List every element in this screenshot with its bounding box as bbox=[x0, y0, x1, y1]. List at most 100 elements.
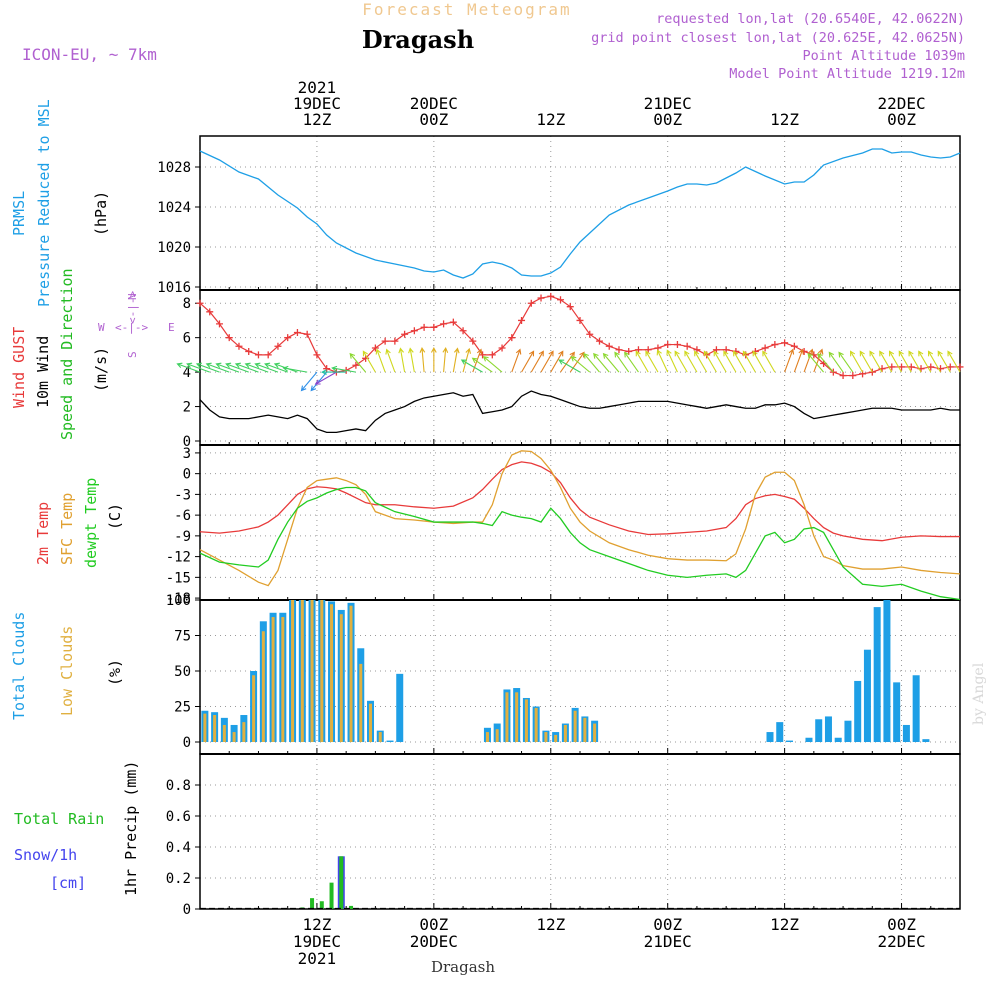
y-tick-label: -18 bbox=[166, 591, 191, 607]
model-point-altitude: Model Point Altitude 1219.12m bbox=[729, 66, 965, 82]
gust-marker bbox=[849, 372, 857, 380]
time-label: 21DEC bbox=[644, 932, 692, 951]
low-cloud-bar bbox=[320, 600, 324, 742]
y-tick-label: 1028 bbox=[157, 160, 191, 176]
pressure-panel: 1016 1020 1024 1028 bbox=[157, 135, 961, 296]
gust-marker bbox=[410, 327, 418, 335]
total-rain-label: Total Rain bbox=[14, 810, 104, 828]
clouds-unit-label: (%) bbox=[106, 659, 124, 686]
time-label: 2021 bbox=[298, 78, 337, 97]
wind-direction-arrow bbox=[742, 350, 756, 373]
wind-direction-arrow bbox=[540, 350, 554, 373]
wind-direction-arrow bbox=[937, 350, 951, 373]
gridpoint-coords: grid point closest lon,lat (20.625E, 42.… bbox=[591, 30, 965, 46]
gust-marker bbox=[927, 363, 935, 371]
time-label: 22DEC bbox=[877, 94, 925, 113]
compass-n: N bbox=[126, 293, 139, 300]
gust-marker bbox=[634, 346, 642, 354]
low-cloud-bar bbox=[544, 732, 548, 742]
precip-panel-labels: Total Rain Snow/1h [cm] 1hr Precip (mm) bbox=[14, 761, 140, 896]
wind-direction-arrow bbox=[752, 350, 766, 373]
wind-frame bbox=[199, 289, 961, 446]
wind-direction-arrow bbox=[784, 348, 795, 373]
low-cloud-bar bbox=[505, 692, 509, 742]
wind-direction-arrow bbox=[310, 371, 328, 392]
wind-direction-arrow bbox=[254, 362, 279, 373]
gust-marker bbox=[449, 318, 457, 326]
gust-marker bbox=[488, 351, 496, 359]
gust-marker bbox=[537, 294, 545, 302]
wind-direction-arrow bbox=[817, 352, 834, 373]
wind-direction-arrow bbox=[908, 350, 922, 373]
low-cloud-bar bbox=[330, 604, 334, 742]
gust-marker bbox=[868, 368, 876, 376]
compass-w: W bbox=[98, 321, 105, 334]
temp-dewpt-label: dewpt Temp bbox=[82, 478, 100, 568]
wind-direction-arrow bbox=[521, 350, 535, 373]
y-tick-label: 25 bbox=[174, 700, 191, 716]
wind-direction-arrow bbox=[375, 348, 386, 373]
rain-bar bbox=[349, 905, 354, 909]
y-tick-label: 0.8 bbox=[166, 778, 191, 794]
wind-direction-arrow bbox=[569, 351, 585, 373]
wind-direction-arrow bbox=[331, 365, 356, 373]
low-cloud-bar bbox=[378, 732, 382, 742]
gust-marker bbox=[557, 296, 565, 304]
low-cloud-bar bbox=[573, 710, 577, 742]
wind-direction-arrow bbox=[713, 350, 727, 373]
gust-marker bbox=[225, 334, 233, 342]
wind-direction-arrow bbox=[460, 359, 483, 373]
wind-10m-label: 10m Wind bbox=[34, 336, 52, 408]
wind-direction-arrow bbox=[602, 352, 620, 373]
y-tick-label: 4 bbox=[183, 365, 191, 381]
wind-direction-arrow bbox=[927, 350, 941, 373]
total-cloud-bar bbox=[854, 680, 862, 742]
total-cloud-bar bbox=[785, 740, 793, 742]
wind-direction-arrow bbox=[511, 348, 522, 373]
time-label: 00Z bbox=[887, 110, 916, 129]
time-label: 00Z bbox=[653, 110, 682, 129]
low-cloud-bar bbox=[563, 724, 567, 742]
wind-direction-arrow bbox=[918, 350, 932, 373]
pressure-unit-label: (hPa) bbox=[92, 191, 110, 236]
snow-label: Snow/1h bbox=[14, 846, 77, 864]
wind-direction-arrow bbox=[225, 362, 249, 373]
time-label: 20DEC bbox=[410, 94, 458, 113]
gust-marker bbox=[839, 372, 847, 380]
time-label: 00Z bbox=[887, 915, 916, 934]
compass-e: E bbox=[168, 321, 175, 334]
wind-direction-arrow bbox=[385, 348, 396, 373]
gust-marker bbox=[527, 299, 535, 307]
wind-direction-arrow bbox=[186, 362, 210, 373]
footer-location: Dragash bbox=[431, 958, 495, 976]
gust-marker bbox=[946, 363, 954, 371]
time-label: 19DEC bbox=[293, 932, 341, 951]
wind-direction-arrow bbox=[282, 365, 308, 373]
low-cloud-bar bbox=[252, 675, 256, 742]
gust-marker bbox=[352, 361, 360, 369]
gust-marker bbox=[595, 337, 603, 345]
gust-marker bbox=[479, 351, 487, 359]
low-cloud-bar bbox=[583, 717, 587, 742]
y-tick-label: 1020 bbox=[157, 240, 191, 256]
wind-direction-arrow bbox=[838, 351, 854, 373]
time-label: 00Z bbox=[419, 110, 448, 129]
wind-direction-arrow bbox=[793, 348, 804, 373]
time-label: 12Z bbox=[770, 915, 799, 934]
y-tick-label: -3 bbox=[174, 487, 191, 503]
low-cloud-bar bbox=[593, 723, 597, 742]
y-tick-label: 0 bbox=[183, 735, 191, 751]
gust-marker bbox=[206, 308, 214, 316]
gust-marker bbox=[547, 292, 555, 300]
gust-marker bbox=[888, 363, 896, 371]
y-tick-label: -9 bbox=[174, 529, 191, 545]
wind-direction-arrow bbox=[408, 347, 415, 373]
wind-direction-arrow bbox=[362, 350, 376, 373]
wind-direction-arrow bbox=[244, 362, 269, 373]
rain-bar bbox=[319, 901, 324, 909]
total-cloud-bar bbox=[922, 739, 930, 742]
wind-direction-arrow bbox=[195, 362, 220, 373]
wind-direction-arrow bbox=[947, 350, 961, 373]
pressure-line bbox=[199, 148, 961, 279]
